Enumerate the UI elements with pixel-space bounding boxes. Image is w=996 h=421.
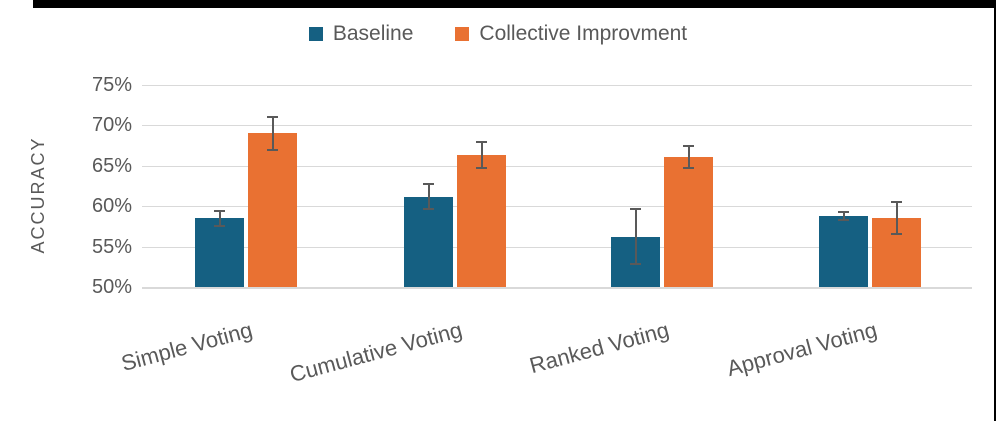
error-bar-line	[218, 211, 221, 226]
x-category-label: Simple Voting	[119, 317, 256, 376]
legend-swatch-collective-improvment	[455, 27, 470, 41]
legend-swatch-baseline	[308, 27, 323, 41]
legend-item-collective-improvment: Collective Improvment	[455, 21, 687, 47]
bar	[457, 155, 506, 287]
error-bar-line	[895, 202, 898, 235]
x-category-label: Cumulative Voting	[286, 317, 465, 388]
gridline	[142, 246, 972, 248]
legend-label-baseline: Baseline	[332, 22, 414, 45]
legend: Baseline Collective Improvment	[0, 21, 996, 47]
bar	[195, 218, 244, 287]
error-bar-line	[271, 116, 274, 151]
error-bar-line	[842, 211, 845, 220]
bar	[819, 215, 868, 287]
error-bar-cap-top	[630, 208, 641, 211]
x-category-label: Approval Voting	[724, 317, 880, 382]
x-category-label: Ranked Voting	[526, 317, 672, 379]
bar	[664, 156, 713, 287]
y-tick-label: 70%	[91, 114, 132, 137]
gridline	[142, 125, 972, 127]
error-bar-cap-top	[891, 201, 902, 204]
error-bar-cap-bottom	[630, 263, 641, 266]
error-bar-cap-top	[267, 115, 278, 118]
bar	[404, 196, 453, 287]
legend-item-baseline: Baseline	[308, 21, 414, 47]
error-bar-line	[687, 145, 690, 169]
error-bar-cap-bottom	[683, 167, 694, 170]
y-tick-label: 65%	[91, 154, 132, 177]
error-bar-cap-bottom	[423, 208, 434, 211]
error-bar-cap-top	[214, 210, 225, 213]
error-bar-line	[427, 183, 430, 210]
frame-right-border	[994, 0, 996, 421]
gridline	[142, 165, 972, 167]
error-bar-cap-top	[423, 182, 434, 185]
gridline	[142, 206, 972, 208]
bar	[248, 133, 297, 287]
error-bar-line	[480, 142, 483, 169]
y-tick-label: 50%	[91, 276, 132, 298]
y-tick-label: 75%	[91, 74, 132, 96]
legend-label-collective-improvment: Collective Improvment	[479, 22, 688, 45]
gridline	[142, 85, 972, 86]
error-bar-line	[634, 209, 637, 265]
error-bar-cap-bottom	[838, 218, 849, 221]
error-bar-cap-bottom	[214, 224, 225, 227]
x-axis-line	[142, 287, 972, 289]
y-tick-label: 60%	[91, 195, 132, 218]
error-bar-cap-top	[476, 141, 487, 144]
error-bar-cap-bottom	[476, 167, 487, 170]
frame-top-border	[33, 0, 996, 8]
error-bar-cap-bottom	[267, 149, 278, 152]
error-bar-cap-top	[838, 210, 849, 213]
error-bar-cap-bottom	[891, 233, 902, 236]
error-bar-cap-top	[683, 144, 694, 147]
y-tick-label: 55%	[91, 235, 132, 258]
